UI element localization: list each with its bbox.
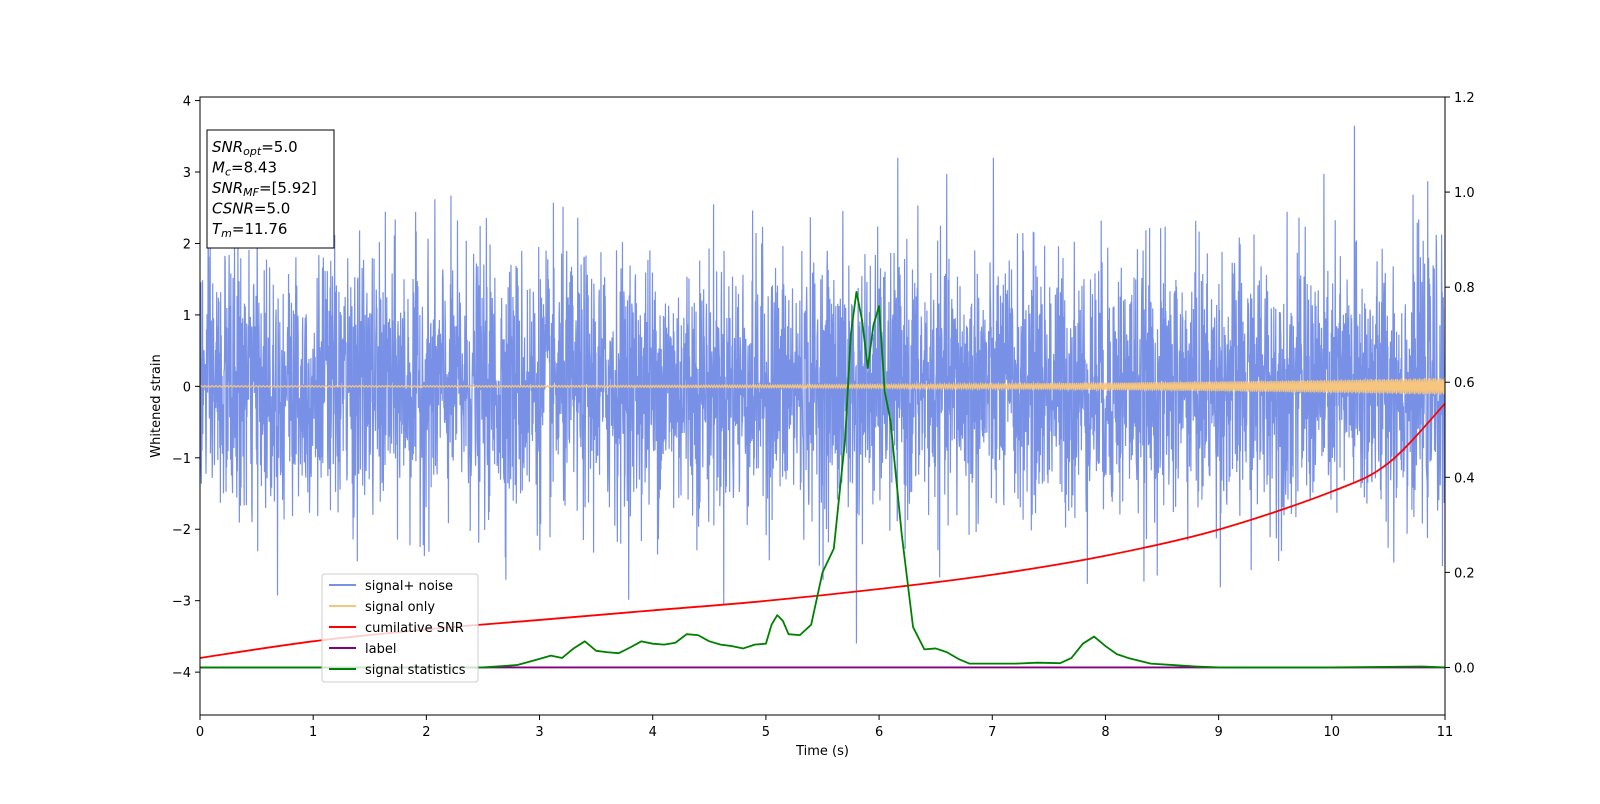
- info-box-frame: [206, 129, 335, 249]
- legend-frame: [321, 573, 479, 683]
- series-signal-noise: [200, 125, 1445, 644]
- y-tick-label: 0: [183, 380, 191, 395]
- y2-tick-label: 1.0: [1454, 186, 1475, 201]
- y2-tick-label: 0.8: [1454, 281, 1475, 296]
- legend-label: signal statistics: [365, 663, 466, 678]
- y2-tick-label: 0.0: [1454, 661, 1475, 676]
- info-box-line: SNRopt=5.0: [212, 138, 298, 158]
- info-box-line: Mc=8.43: [212, 159, 277, 179]
- y2-tick-label: 0.4: [1454, 471, 1475, 486]
- legend-label: signal only: [365, 600, 435, 615]
- info-box-line: SNRMF=[5.92]: [212, 179, 317, 199]
- axes: 0 1 2 3 4 5 6 7 8 9 10 11 −4 −3 −2 −1 0 1 2 3 4 0.0 0.2 0.4 0.6 0…: [172, 91, 1475, 740]
- series-signal-only: [200, 377, 1445, 395]
- x-tick-label: 10: [1324, 725, 1341, 740]
- x-tick-label: 2: [422, 725, 430, 740]
- y2-tick-label: 1.2: [1454, 91, 1475, 106]
- legend-label: cumilative SNR: [365, 621, 464, 636]
- x-tick-label: 5: [762, 725, 770, 740]
- legend: signal+ noise signal only cumilative SNR la…: [321, 573, 479, 683]
- x-tick-label: 1: [309, 725, 317, 740]
- y-tick-label: −1: [172, 452, 191, 467]
- info-box-line: Tm=11.76: [212, 220, 287, 240]
- x-tick-label: 3: [535, 725, 543, 740]
- x-axis-label: Time (s): [795, 744, 849, 759]
- y2-tick-label: 0.2: [1454, 566, 1475, 581]
- legend-label: label: [365, 642, 396, 657]
- plot-frame: [199, 96, 1446, 716]
- y2-tick-label: 0.6: [1454, 376, 1475, 391]
- y-tick-label: −3: [172, 595, 191, 610]
- legend-label: signal+ noise: [365, 579, 453, 594]
- x-tick-label: 9: [1214, 725, 1222, 740]
- x-tick-label: 6: [875, 725, 883, 740]
- x-tick-label: 8: [1101, 725, 1109, 740]
- y-axis-label: Whitened strain: [149, 354, 164, 457]
- series-signal-statistics: [200, 291, 1445, 669]
- y-tick-label: 4: [183, 95, 191, 110]
- y-tick-label: −4: [172, 666, 191, 681]
- y-tick-label: 2: [183, 237, 191, 252]
- y-tick-label: 3: [183, 166, 191, 181]
- y-tick-label: −2: [172, 523, 191, 538]
- x-tick-label: 7: [988, 725, 996, 740]
- x-tick-label: 0: [196, 725, 204, 740]
- x-tick-label: 11: [1437, 725, 1454, 740]
- y-tick-label: 1: [183, 309, 191, 324]
- info-box-line: CSNR=5.0: [212, 200, 290, 218]
- x-tick-label: 4: [649, 725, 657, 740]
